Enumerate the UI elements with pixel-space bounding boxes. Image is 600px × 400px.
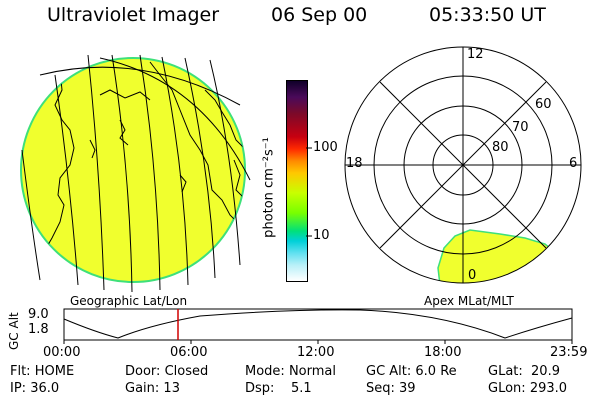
colorbar xyxy=(286,80,308,282)
mlt-label-12: 12 xyxy=(467,47,484,62)
mlat-label-80: 80 xyxy=(492,140,509,155)
geographic-map xyxy=(20,54,251,293)
altitude-ytick-9: 9.0 xyxy=(28,307,49,322)
xtick-1800: 18:00 xyxy=(424,345,462,360)
time-label: 05:33:50 UT xyxy=(429,4,546,26)
geo-panel-label: Geographic Lat/Lon xyxy=(70,294,188,308)
geo-meridian xyxy=(87,54,105,291)
xtick-2359: 23:59 xyxy=(550,345,588,360)
status-flt: Flt: HOME xyxy=(10,364,75,379)
status-dsp: Dsp: 5.1 xyxy=(245,381,312,396)
colorbar-ticks xyxy=(306,147,312,237)
mlt-label-6: 6 xyxy=(569,156,578,171)
apex-diag-2 xyxy=(379,81,547,249)
status-seq: Seq: 39 xyxy=(366,381,416,396)
altitude-ytick-1-8: 1.8 xyxy=(28,322,49,337)
xtick-0000: 00:00 xyxy=(43,345,81,360)
xtick-1200: 12:00 xyxy=(297,345,335,360)
geo-meridian xyxy=(111,54,133,293)
apex-polar-plot xyxy=(344,46,582,284)
altitude-curve xyxy=(63,309,573,339)
instrument-title: Ultraviolet Imager xyxy=(47,4,220,26)
date-label: 06 Sep 00 xyxy=(271,4,368,26)
xtick-0600: 06:00 xyxy=(170,345,208,360)
geo-meridian xyxy=(209,59,241,266)
status-gc-alt: GC Alt: 6.0 Re xyxy=(366,364,457,379)
geo-meridian xyxy=(54,74,79,286)
status-glat: GLat: 20.9 xyxy=(488,364,560,379)
status-mode: Mode: Normal xyxy=(245,364,336,379)
geo-meridian xyxy=(184,57,216,279)
geo-meridian xyxy=(21,149,41,281)
mlt-label-0: 0 xyxy=(468,268,477,283)
altitude-plot-frame xyxy=(63,308,573,341)
mlat-label-70: 70 xyxy=(512,120,529,135)
colorbar-tick-100: 100 xyxy=(313,140,338,155)
geo-parallel xyxy=(39,66,241,106)
status-ip: IP: 36.0 xyxy=(10,381,60,396)
apex-panel-label: Apex MLat/MLT xyxy=(424,294,514,308)
status-gain: Gain: 13 xyxy=(125,381,180,396)
geo-parallel xyxy=(99,57,251,181)
geo-meridian xyxy=(139,54,161,291)
status-glon: GLon: 293.0 xyxy=(488,381,568,396)
status-door: Door: Closed xyxy=(125,364,209,379)
mlat-label-60: 60 xyxy=(535,97,552,112)
mlt-label-18: 18 xyxy=(346,156,363,171)
colorbar-tick-10: 10 xyxy=(313,228,330,243)
